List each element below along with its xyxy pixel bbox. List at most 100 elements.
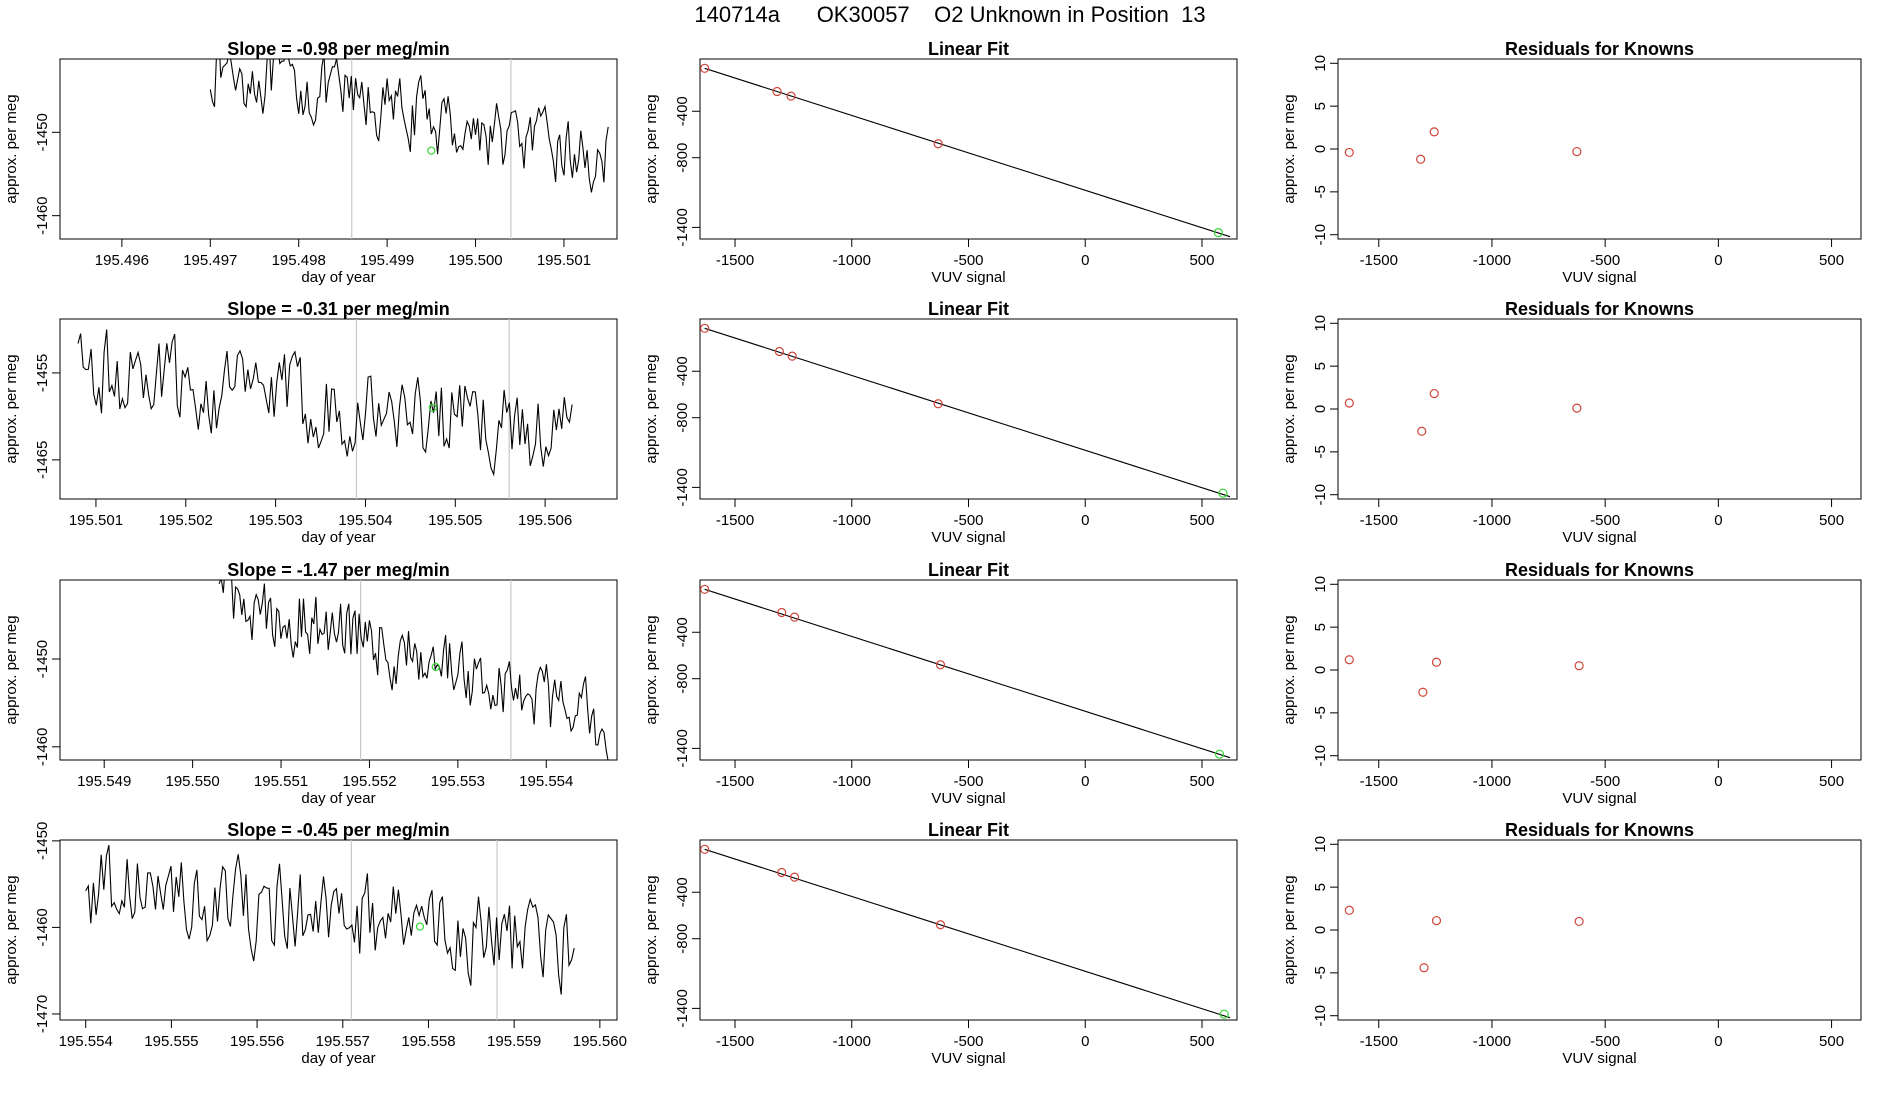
residuals-4-ytick-label: 0 xyxy=(1312,926,1329,934)
fit-1-unknown-point xyxy=(1213,228,1223,238)
residuals-4-residual-point xyxy=(1344,905,1354,915)
fit-3-xtick-label: -1500 xyxy=(716,773,754,790)
fit-1-box xyxy=(699,58,1238,240)
timeseries-4-xtick-label: 195.560 xyxy=(573,1033,627,1050)
timeseries-1-xtick-label: 195.497 xyxy=(183,252,237,269)
fit-3-ytick-label: -400 xyxy=(674,617,691,647)
fit-3-ylabel: approx. per meg xyxy=(643,615,660,724)
residuals-3-ytick-label: 0 xyxy=(1312,666,1329,674)
fit-1-ytick-label: -1400 xyxy=(674,208,691,246)
residuals-2-ytick-label: -5 xyxy=(1312,445,1329,458)
residuals-1-xtick-label: -1500 xyxy=(1360,252,1398,269)
residuals-1-ylabel: approx. per meg xyxy=(1281,94,1298,203)
timeseries-2-ytick-label: -1465 xyxy=(34,441,51,479)
timeseries-4-xtick-label: 195.559 xyxy=(487,1033,541,1050)
fit-3-xtick-label: 0 xyxy=(1081,773,1089,790)
timeseries-4-series-line xyxy=(85,844,575,995)
residuals-2-xtick-label: 500 xyxy=(1819,512,1844,529)
residuals-4-ytick-label: -5 xyxy=(1312,966,1329,979)
residuals-3-residual-point xyxy=(1418,687,1428,697)
residuals-1-ytick-label: 5 xyxy=(1312,102,1329,110)
timeseries-1-series-line xyxy=(209,59,609,193)
residuals-3-ytick-label: 10 xyxy=(1312,576,1329,593)
timeseries-4-ytick-label: -1470 xyxy=(34,995,51,1033)
timeseries-1-box xyxy=(59,58,618,240)
fit-3-known-point xyxy=(935,660,946,670)
timeseries-3-series-line xyxy=(218,580,609,760)
timeseries-1-title: Slope = -0.98 per meg/min xyxy=(227,39,450,59)
timeseries-2-xtick-label: 195.506 xyxy=(518,512,572,529)
residuals-2-box xyxy=(1337,318,1862,500)
fit-1-xtick-label: 500 xyxy=(1189,252,1214,269)
timeseries-1-ylabel: approx. per meg xyxy=(3,94,20,203)
timeseries-2-xtick-label: 195.504 xyxy=(338,512,392,529)
residuals-4-box xyxy=(1337,839,1862,1021)
residuals-3-ytick-label: 5 xyxy=(1312,623,1329,631)
timeseries-2-xtick-label: 195.501 xyxy=(69,512,123,529)
fit-3-xtick-label: -1000 xyxy=(833,773,871,790)
fit-1-known-point xyxy=(933,139,943,149)
residuals-1-xtick-label: 500 xyxy=(1819,252,1844,269)
fit-2-box xyxy=(699,318,1238,500)
timeseries-1-ytick-label: -1450 xyxy=(34,113,51,151)
timeseries-3-xlabel: day of year xyxy=(301,790,375,807)
fit-4-ytick-label: -400 xyxy=(674,877,691,907)
fit-2-xtick-label: 500 xyxy=(1189,512,1214,529)
timeseries-3-box xyxy=(59,579,618,761)
residuals-3-xtick-label: -500 xyxy=(1590,773,1620,790)
residuals-4-ytick-label: -10 xyxy=(1312,1005,1329,1027)
fit-3-xlabel: VUV signal xyxy=(931,790,1005,807)
timeseries-3-ytick-label: -1460 xyxy=(34,728,51,766)
residuals-4-residual-point xyxy=(1574,916,1584,927)
fit-2-fit-line xyxy=(704,327,1231,498)
residuals-4-ylabel: approx. per meg xyxy=(1281,875,1298,984)
residuals-2-ytick-label: 5 xyxy=(1312,362,1329,370)
fit-3-box xyxy=(699,579,1238,761)
timeseries-2-xtick-label: 195.502 xyxy=(159,512,213,529)
fit-2-xtick-label: 0 xyxy=(1081,512,1089,529)
residuals-1-ytick-label: 0 xyxy=(1312,145,1329,153)
fit-1-xlabel: VUV signal xyxy=(931,269,1005,286)
timeseries-4-xtick-label: 195.558 xyxy=(401,1033,455,1050)
residuals-3-title: Residuals for Knowns xyxy=(1505,560,1694,580)
timeseries-3-ylabel: approx. per meg xyxy=(3,615,20,724)
timeseries-4-xlabel: day of year xyxy=(301,1050,375,1067)
fit-3-known-point xyxy=(789,612,800,622)
timeseries-2-ylabel: approx. per meg xyxy=(3,354,20,463)
residuals-2-xtick-label: -1000 xyxy=(1473,512,1511,529)
residuals-2-residual-point xyxy=(1429,388,1439,399)
fit-3-fit-line xyxy=(704,588,1231,759)
timeseries-4-ylabel: approx. per meg xyxy=(3,875,20,984)
residuals-2-ytick-label: 10 xyxy=(1312,315,1329,332)
residuals-3-residual-point xyxy=(1431,657,1442,667)
residuals-4-ytick-label: 10 xyxy=(1312,836,1329,853)
residuals-1-residual-point xyxy=(1429,127,1439,137)
residuals-4-ytick-label: 5 xyxy=(1312,883,1329,891)
fit-1-xtick-label: -500 xyxy=(953,252,983,269)
page-title: 140714a OK30057 O2 Unknown in Position 1… xyxy=(694,2,1206,27)
timeseries-3-xtick-label: 195.554 xyxy=(519,773,573,790)
timeseries-2-xlabel: day of year xyxy=(301,529,375,546)
residuals-2-ytick-label: -10 xyxy=(1312,484,1329,506)
timeseries-2-series-line xyxy=(77,329,573,477)
fit-2-xtick-label: -1000 xyxy=(833,512,871,529)
timeseries-1-xtick-label: 195.500 xyxy=(448,252,502,269)
residuals-1-xtick-label: -500 xyxy=(1590,252,1620,269)
residuals-3-box xyxy=(1337,579,1862,761)
fit-3-title: Linear Fit xyxy=(928,560,1009,580)
timeseries-2-box xyxy=(59,318,618,500)
residuals-1-xtick-label: -1000 xyxy=(1473,252,1511,269)
fit-2-ytick-label: -1400 xyxy=(674,468,691,506)
fit-2-known-point xyxy=(933,399,943,409)
timeseries-1-xtick-label: 195.496 xyxy=(95,252,149,269)
residuals-1-xtick-label: 0 xyxy=(1714,252,1722,269)
fit-3-ytick-label: -800 xyxy=(674,664,691,694)
timeseries-1-xtick-label: 195.499 xyxy=(360,252,414,269)
fit-3-known-point xyxy=(777,607,787,618)
timeseries-1-ytick-label: -1460 xyxy=(34,196,51,234)
timeseries-1-unknown-point xyxy=(427,146,436,155)
fit-2-xtick-label: -500 xyxy=(953,512,983,529)
timeseries-3-xtick-label: 195.552 xyxy=(342,773,396,790)
fit-1-known-point xyxy=(772,86,782,97)
timeseries-4-title: Slope = -0.45 per meg/min xyxy=(227,820,450,840)
